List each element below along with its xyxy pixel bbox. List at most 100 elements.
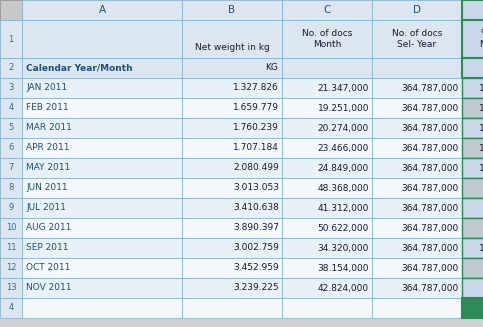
Bar — [462, 138, 483, 158]
Text: 12: 12 — [6, 264, 16, 272]
Text: 9: 9 — [8, 203, 14, 213]
Text: 364.787,000: 364.787,000 — [402, 284, 459, 292]
Text: MAY 2011: MAY 2011 — [26, 164, 70, 173]
Bar — [22, 198, 182, 218]
Text: No: No — [479, 40, 483, 49]
Text: 1: 1 — [8, 35, 14, 43]
Bar — [0, 138, 22, 158]
Bar — [182, 78, 282, 98]
Bar — [282, 118, 372, 138]
Text: A: A — [99, 5, 106, 15]
Bar — [0, 238, 22, 258]
Bar — [22, 158, 182, 178]
Text: D: D — [413, 5, 421, 15]
Text: MAR 2011: MAR 2011 — [26, 124, 72, 132]
Text: 48.368,000: 48.368,000 — [317, 183, 369, 193]
Bar — [182, 118, 282, 138]
Bar — [372, 218, 462, 238]
Bar — [282, 298, 372, 318]
Text: 7: 7 — [8, 164, 14, 173]
Text: 3.890.397: 3.890.397 — [233, 223, 279, 232]
Bar — [0, 178, 22, 198]
Text: 15,55: 15,55 — [479, 144, 483, 152]
Text: E: E — [482, 5, 483, 15]
Bar — [282, 0, 372, 20]
Bar — [182, 98, 282, 118]
Bar — [0, 158, 22, 178]
Bar — [282, 98, 372, 118]
Bar — [282, 218, 372, 238]
Text: 38.154,000: 38.154,000 — [317, 264, 369, 272]
Text: SEP 2011: SEP 2011 — [26, 244, 69, 252]
Bar — [182, 238, 282, 258]
Text: AUG 2011: AUG 2011 — [26, 223, 71, 232]
Text: JAN 2011: JAN 2011 — [26, 83, 67, 93]
Text: 364.787,000: 364.787,000 — [402, 203, 459, 213]
Bar — [372, 138, 462, 158]
Text: 2: 2 — [8, 63, 14, 73]
Bar — [22, 178, 182, 198]
Text: 364.787,000: 364.787,000 — [402, 104, 459, 112]
Text: 3.410.638: 3.410.638 — [233, 203, 279, 213]
Bar — [0, 58, 22, 78]
Bar — [462, 58, 483, 78]
Text: 364.787,000: 364.787,000 — [402, 183, 459, 193]
Bar — [372, 278, 462, 298]
Bar — [462, 198, 483, 218]
Bar — [22, 20, 182, 58]
Bar — [462, 238, 483, 258]
Bar — [372, 178, 462, 198]
Bar — [22, 138, 182, 158]
Text: 4: 4 — [8, 104, 14, 112]
Bar — [462, 158, 483, 178]
Bar — [182, 178, 282, 198]
Bar — [0, 198, 22, 218]
Text: 20.274,000: 20.274,000 — [318, 124, 369, 132]
Bar — [282, 258, 372, 278]
Text: 1.760.239: 1.760.239 — [233, 124, 279, 132]
Text: 3: 3 — [8, 83, 14, 93]
Bar — [182, 0, 282, 20]
Bar — [462, 218, 483, 238]
Bar — [182, 20, 282, 58]
Text: 5: 5 — [8, 124, 14, 132]
Text: 21.347,000: 21.347,000 — [318, 83, 369, 93]
Bar — [182, 218, 282, 238]
Bar — [462, 298, 483, 318]
Bar — [22, 298, 182, 318]
Bar — [372, 158, 462, 178]
Bar — [282, 198, 372, 218]
Text: 23.466,000: 23.466,000 — [318, 144, 369, 152]
Text: C: C — [323, 5, 331, 15]
Bar — [462, 178, 483, 198]
Text: 1.659.779: 1.659.779 — [233, 104, 279, 112]
Text: 17,99: 17,99 — [479, 124, 483, 132]
Text: Net weight in kg: Net weight in kg — [195, 43, 270, 52]
Bar — [0, 118, 22, 138]
Bar — [22, 258, 182, 278]
Bar — [282, 178, 372, 198]
Text: JUN 2011: JUN 2011 — [26, 183, 68, 193]
Bar — [282, 58, 372, 78]
Bar — [372, 198, 462, 218]
Text: 1.707.184: 1.707.184 — [233, 144, 279, 152]
Bar — [372, 258, 462, 278]
Text: 6: 6 — [8, 144, 14, 152]
Text: FEB 2011: FEB 2011 — [26, 104, 69, 112]
Bar — [22, 218, 182, 238]
Text: 18,95: 18,95 — [479, 104, 483, 112]
Bar — [282, 78, 372, 98]
Text: 364.787,000: 364.787,000 — [402, 144, 459, 152]
Bar — [462, 20, 483, 58]
Bar — [22, 238, 182, 258]
Bar — [22, 78, 182, 98]
Bar — [462, 78, 483, 98]
Text: 19.251,000: 19.251,000 — [317, 104, 369, 112]
Bar — [0, 20, 22, 58]
Text: 10: 10 — [6, 223, 16, 232]
Bar — [0, 98, 22, 118]
Text: 364.787,000: 364.787,000 — [402, 164, 459, 173]
Text: 4: 4 — [8, 303, 14, 313]
Bar — [372, 298, 462, 318]
Bar — [372, 118, 462, 138]
